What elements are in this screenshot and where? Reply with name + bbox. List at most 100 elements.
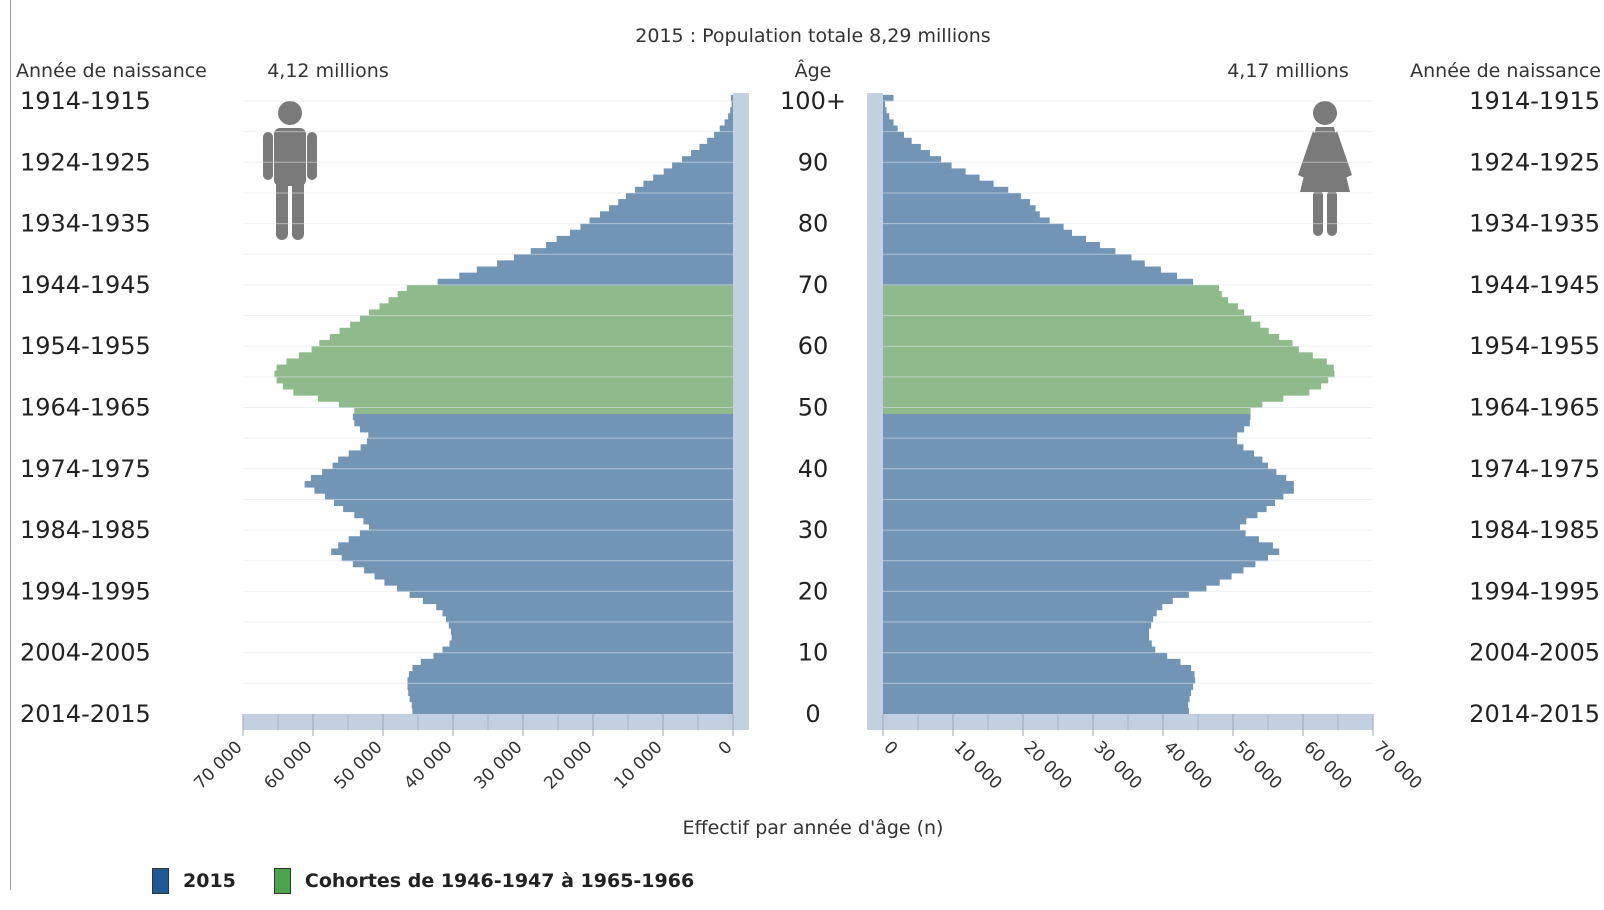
men-bar-age-18 xyxy=(422,597,733,605)
women-bar-age-9 xyxy=(883,652,1168,660)
men-bar-age-97 xyxy=(728,113,733,120)
women-total-label: 4,17 millions xyxy=(1227,60,1349,82)
x-tick-label-right-0: 0 xyxy=(879,737,901,759)
birth-year-left-10: 2004-2005 xyxy=(20,639,151,667)
axes xyxy=(242,93,1374,736)
chart-title: 2015 : Population totale 8,29 millions xyxy=(635,25,990,47)
men-bar-age-93 xyxy=(707,137,733,145)
men-bar-age-12 xyxy=(451,634,733,641)
birth-year-right-10: 2004-2005 xyxy=(1469,639,1600,667)
women-bar-age-84 xyxy=(883,192,1021,200)
x-tick-label-right-3: 30 000 xyxy=(1089,737,1145,793)
women-bar-age-85 xyxy=(883,186,1009,194)
legend-item-2015[interactable]: 2015 xyxy=(152,868,236,894)
men-bar-age-73 xyxy=(497,260,733,267)
women-bar-age-14 xyxy=(883,622,1152,629)
age-tick-label-70: 70 xyxy=(798,271,829,299)
men-bar-age-20 xyxy=(397,585,733,592)
men-bar-age-51 xyxy=(317,395,733,402)
x-tick-label-right-1: 10 000 xyxy=(949,737,1005,793)
women-bar-age-49 xyxy=(883,407,1251,415)
women-bar-age-24 xyxy=(883,560,1256,568)
women-bar-age-47 xyxy=(883,419,1250,427)
legend-swatch-2015 xyxy=(152,868,169,894)
men-bar-age-71 xyxy=(459,272,733,280)
men-bar-age-15 xyxy=(446,615,733,623)
men-bar-age-62 xyxy=(339,327,733,335)
men-bar-age-56 xyxy=(276,364,733,372)
men-horizontal-axis xyxy=(243,714,749,730)
women-bar-age-57 xyxy=(883,358,1327,365)
women-bar-age-55 xyxy=(883,370,1335,378)
women-bar-age-72 xyxy=(883,266,1161,274)
age-axis-header: Âge xyxy=(795,59,832,82)
women-bar-age-16 xyxy=(883,609,1157,617)
women-bar-age-94 xyxy=(883,131,904,139)
age-tick-labels: 0 10 20 30 40 50 60 70 80 90 100+ xyxy=(780,87,846,728)
men-bar-age-69 xyxy=(406,284,733,292)
birth-year-left-50: 1964-1965 xyxy=(20,394,151,422)
women-bar-age-82 xyxy=(883,205,1036,212)
birth-year-tick-labels: 2014-2015 2014-2015 2004-2005 2004-2005 1994… xyxy=(20,87,1600,728)
men-bar-age-32 xyxy=(354,511,733,519)
women-bar-age-78 xyxy=(883,229,1072,237)
women-bar-age-88 xyxy=(883,168,966,175)
women-bar-age-87 xyxy=(883,174,980,182)
men-bar-age-90 xyxy=(681,156,733,163)
men-bar-age-88 xyxy=(663,168,733,175)
women-bar-age-91 xyxy=(883,150,930,157)
women-bar-age-23 xyxy=(883,566,1244,574)
men-bar-age-63 xyxy=(350,321,733,329)
birth-year-header-right: Année de naissance xyxy=(1410,60,1601,82)
birth-year-left-60: 1954-1955 xyxy=(20,332,151,360)
women-bar-age-73 xyxy=(883,260,1145,267)
men-bar-age-25 xyxy=(341,554,733,562)
women-bar-age-99 xyxy=(883,101,886,108)
men-bar-age-22 xyxy=(374,573,733,580)
men-bar-age-10 xyxy=(442,646,733,654)
men-bar-age-4 xyxy=(407,683,733,690)
women-bar-age-38 xyxy=(883,474,1287,482)
women-bar-age-81 xyxy=(883,211,1040,218)
birth-year-right-30: 1984-1985 xyxy=(1469,516,1600,544)
men-bar-age-94 xyxy=(714,131,733,139)
legend: 2015 Cohortes de 1946-1947 à 1965-1966 xyxy=(152,868,718,894)
men-bar-age-92 xyxy=(699,143,733,151)
women-bar-age-43 xyxy=(883,444,1244,451)
women-bars xyxy=(883,94,1335,715)
birth-year-left-0: 2014-2015 xyxy=(20,700,151,728)
men-bar-age-87 xyxy=(653,174,733,182)
women-bar-age-21 xyxy=(883,579,1220,586)
women-bar-age-35 xyxy=(883,493,1284,500)
age-tick-label-80: 80 xyxy=(798,210,829,238)
men-bar-age-64 xyxy=(359,315,733,323)
age-tick-label-50: 50 xyxy=(798,394,829,422)
men-bar-age-6 xyxy=(408,671,733,678)
women-bar-age-7 xyxy=(883,664,1191,672)
women-bar-age-3 xyxy=(883,689,1191,697)
legend-label-cohorts: Cohortes de 1946-1947 à 1965-1966 xyxy=(304,870,695,892)
women-bar-age-74 xyxy=(883,254,1132,261)
age-tick-label-0: 0 xyxy=(805,700,820,728)
men-bar-age-3 xyxy=(408,689,733,697)
men-bar-age-83 xyxy=(618,199,733,206)
men-bar-age-34 xyxy=(334,499,733,506)
men-bar-age-59 xyxy=(311,346,733,353)
women-bar-age-17 xyxy=(883,603,1163,611)
men-bar-age-21 xyxy=(384,579,733,586)
women-bar-age-65 xyxy=(883,309,1245,316)
birth-year-right-40: 1974-1975 xyxy=(1469,455,1600,483)
birth-year-left-80: 1934-1935 xyxy=(20,210,151,238)
legend-item-cohorts[interactable]: Cohortes de 1946-1947 à 1965-1966 xyxy=(273,868,695,894)
women-bar-age-98 xyxy=(883,107,887,114)
x-tick-label-left-5: 50 000 xyxy=(330,737,386,793)
women-bar-age-92 xyxy=(883,143,921,151)
men-bar-age-98 xyxy=(730,107,733,114)
men-bar-age-57 xyxy=(286,358,733,365)
women-bar-age-40 xyxy=(883,462,1268,470)
men-bar-age-96 xyxy=(724,119,733,126)
men-bar-age-11 xyxy=(449,640,733,647)
women-bar-age-52 xyxy=(883,389,1310,396)
